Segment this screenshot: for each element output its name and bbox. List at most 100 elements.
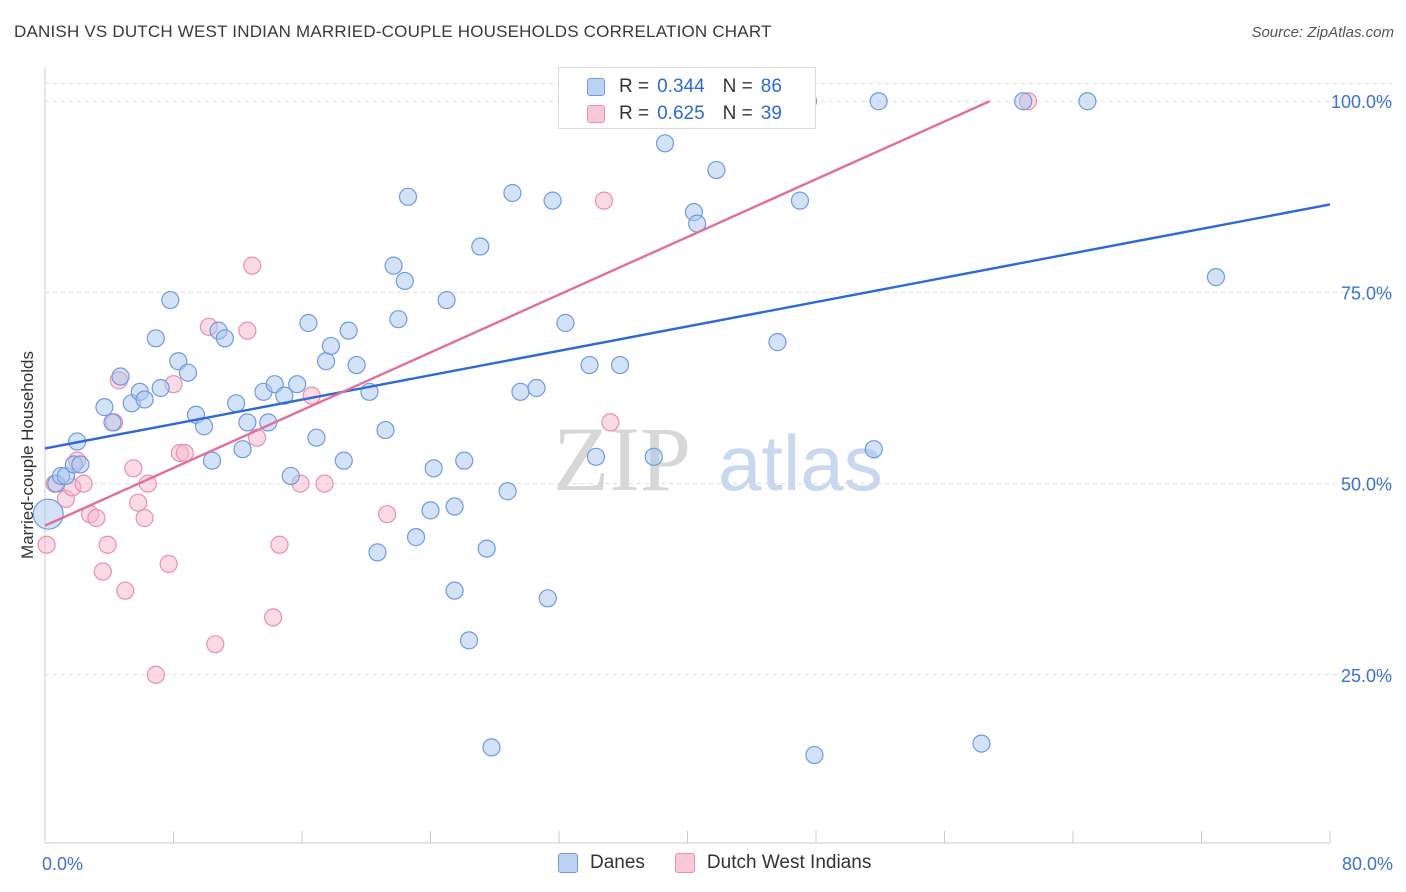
danes-point <box>316 352 336 371</box>
danes-n-value: 86 <box>760 76 782 97</box>
danes-point <box>586 447 606 466</box>
danes-point <box>459 631 479 650</box>
danes-point <box>215 329 234 348</box>
legend-row-dwi: R = 0.625 N = 39 <box>587 101 782 127</box>
danes-point <box>864 440 883 459</box>
source-label: Source: ZipAtlas.com <box>1251 24 1394 41</box>
danes-point <box>406 528 426 547</box>
danes-point <box>146 329 165 348</box>
danes-point <box>437 290 456 310</box>
trend-layer <box>44 100 1331 527</box>
y-tick-label: 75.0% <box>1341 283 1392 303</box>
legend-item-danes[interactable]: Danes <box>558 852 645 874</box>
danes-point <box>398 187 418 206</box>
dwi-point <box>37 535 56 554</box>
stats-legend: R = 0.344 N = 86 R = 0.625 N = 39 <box>558 67 816 129</box>
danes-point <box>151 378 170 398</box>
legend-row-danes: R = 0.344 N = 86 <box>587 74 782 100</box>
dwi-point <box>93 562 112 581</box>
danes-point <box>111 367 130 386</box>
danes-point <box>135 390 154 409</box>
dwi-point <box>594 191 614 210</box>
danes-point <box>655 134 675 153</box>
n-label: N = <box>722 103 753 124</box>
dwi-legend-swatch <box>674 853 695 873</box>
danes-point <box>580 355 599 375</box>
danes-point <box>384 256 403 275</box>
danes-point <box>103 413 122 432</box>
danes-point <box>339 321 358 340</box>
dwi-point <box>315 474 334 493</box>
danes-point <box>790 191 810 210</box>
dwi-point <box>175 443 194 463</box>
dwi-point <box>87 508 106 528</box>
danes-point <box>610 355 630 375</box>
danes-point <box>347 355 366 375</box>
danes-point <box>281 466 300 486</box>
dwi-point <box>124 459 143 478</box>
x-tick-label-max: 80.0% <box>1342 854 1393 874</box>
danes-point <box>471 237 490 256</box>
danes-point <box>299 313 318 333</box>
danes-point <box>805 745 824 765</box>
danes-point <box>768 333 787 352</box>
dwi-point <box>243 256 262 275</box>
danes-point <box>321 336 341 356</box>
danes-point <box>869 92 888 111</box>
danes-point <box>95 398 114 417</box>
watermark-atlas: atlas <box>718 419 883 507</box>
danes-point <box>71 455 90 474</box>
dwi-point <box>135 508 154 528</box>
danes-point <box>1078 92 1097 111</box>
y-tick-label: 25.0% <box>1341 666 1392 686</box>
x-tick-label-min: 0.0% <box>42 854 83 874</box>
danes-point <box>455 451 474 470</box>
danes-point <box>511 382 530 401</box>
danes-point <box>1206 268 1226 287</box>
danes-point <box>233 440 252 459</box>
danes-points <box>32 92 1226 765</box>
danes-point <box>288 375 307 394</box>
danes-swatch <box>587 78 605 96</box>
danes-point <box>389 310 408 329</box>
dwi-r-value: 0.625 <box>657 103 705 124</box>
dwi-n-value: 39 <box>760 103 782 124</box>
dwi-point <box>601 413 620 432</box>
danes-point <box>161 290 180 310</box>
y-tick-label: 50.0% <box>1341 475 1392 495</box>
dwi-point <box>238 321 257 340</box>
danes-point <box>424 459 443 478</box>
chart-title: DANISH VS DUTCH WEST INDIAN MARRIED-COUP… <box>14 22 772 41</box>
dwi-point <box>270 535 289 554</box>
dwi-point <box>146 665 165 684</box>
dwi-point <box>98 535 117 554</box>
danes-point <box>644 447 663 466</box>
danes-point <box>445 581 464 600</box>
watermark: ZIP atlas <box>553 408 883 510</box>
danes-point <box>395 271 414 291</box>
dwi-point <box>129 493 148 512</box>
danes-point <box>707 160 726 180</box>
dwi-point <box>378 505 397 524</box>
y-axis-label: Married-couple Households <box>18 351 37 559</box>
danes-point <box>202 451 222 470</box>
danes-point <box>334 451 353 470</box>
r-label: R = <box>619 76 650 97</box>
dwi-point <box>74 474 93 493</box>
dwi-point <box>206 635 225 654</box>
danes-point <box>368 543 387 562</box>
y-tick-label: 100.0% <box>1331 92 1392 112</box>
danes-point <box>972 734 991 753</box>
danes-point <box>1014 92 1033 111</box>
danes-point <box>477 539 496 558</box>
danes-point <box>543 191 562 210</box>
series-legend: Danes Dutch West Indians <box>558 852 901 874</box>
danes-point <box>227 394 246 413</box>
legend-item-dwi[interactable]: Dutch West Indians <box>674 852 871 874</box>
danes-point <box>503 183 522 203</box>
dwi-point <box>116 581 135 600</box>
r-label: R = <box>619 103 650 124</box>
dwi-point <box>159 554 178 573</box>
danes-point <box>421 501 440 520</box>
